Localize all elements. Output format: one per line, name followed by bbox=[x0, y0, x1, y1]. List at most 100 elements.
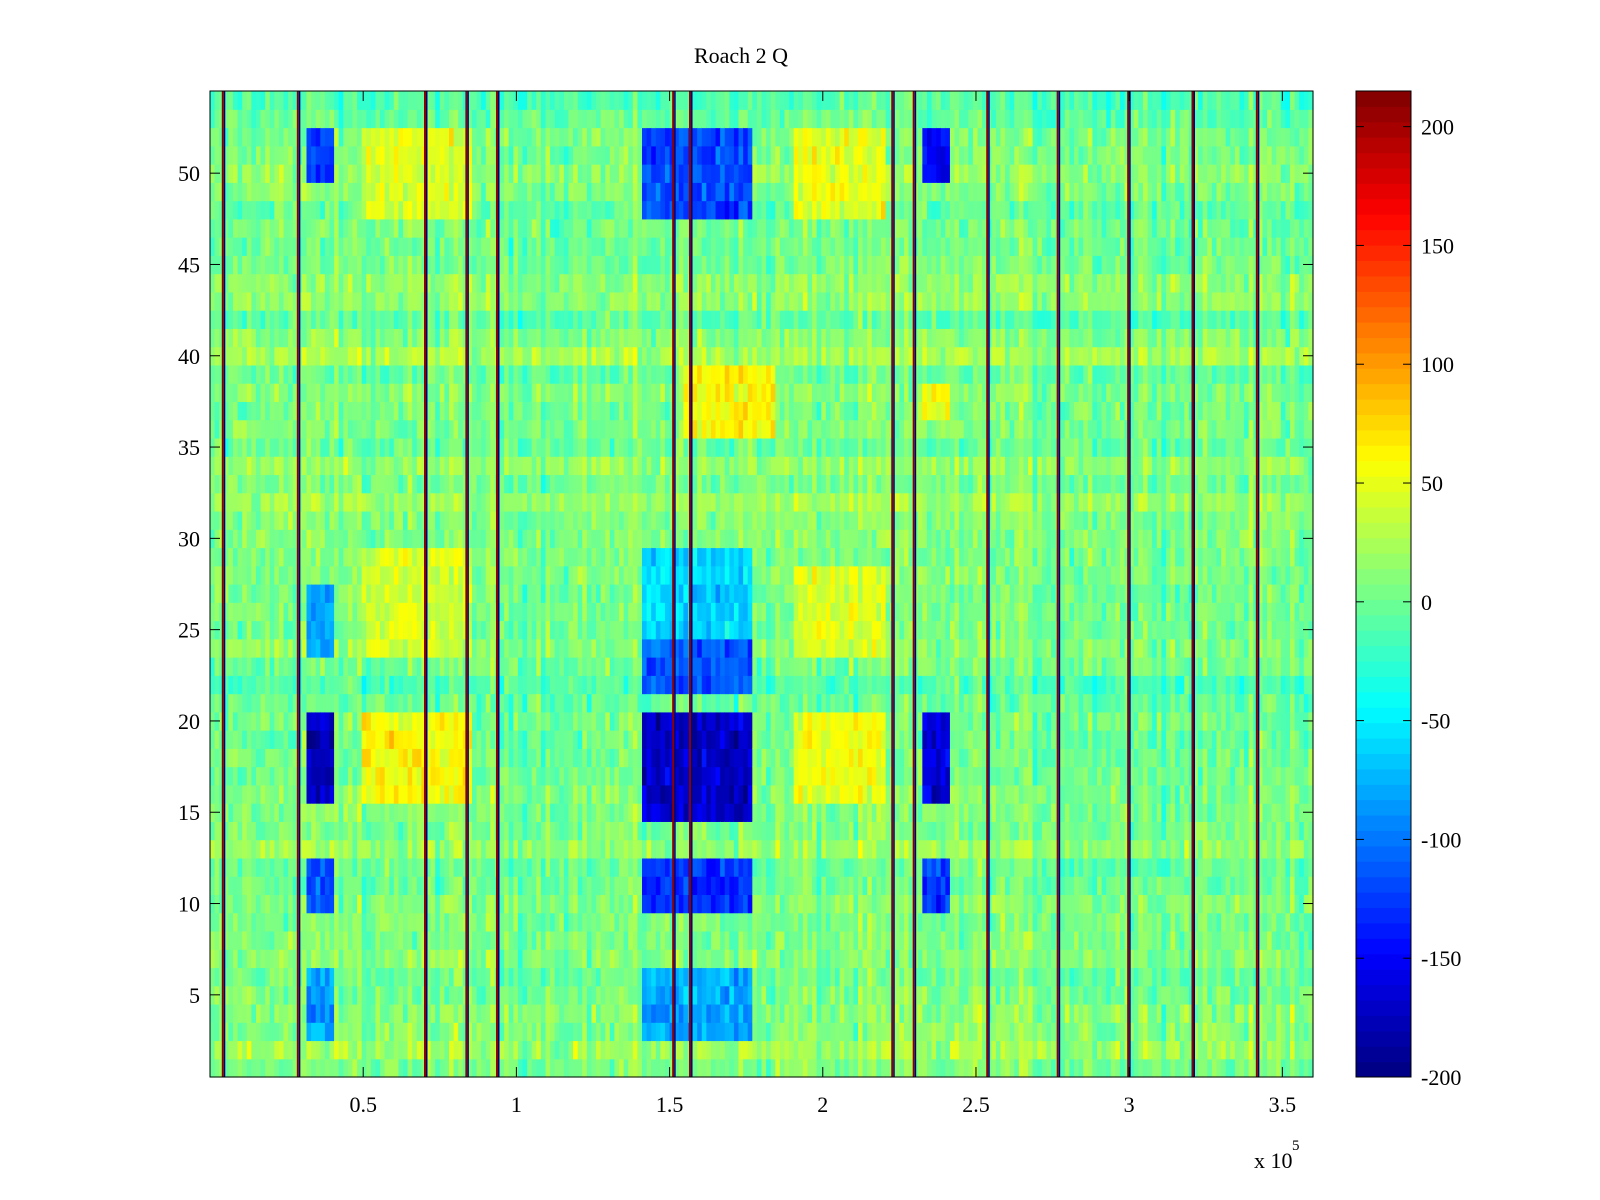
heatmap-cell bbox=[467, 273, 473, 293]
heatmap-cell bbox=[609, 1022, 616, 1042]
heatmap-cell bbox=[554, 383, 560, 403]
heatmap-cell bbox=[246, 930, 252, 950]
heatmap-cell bbox=[453, 255, 459, 275]
heatmap-cell bbox=[228, 401, 234, 421]
heatmap-cell bbox=[242, 675, 248, 695]
heatmap-cell bbox=[334, 1022, 340, 1042]
heatmap-cell bbox=[380, 474, 386, 494]
heatmap-cell bbox=[389, 730, 395, 749]
heatmap-cell bbox=[393, 419, 400, 439]
heatmap-cell bbox=[265, 328, 271, 348]
heatmap-cell bbox=[232, 218, 239, 238]
heatmap-cell bbox=[398, 547, 404, 567]
heatmap-cell bbox=[255, 876, 262, 896]
heatmap-cell bbox=[398, 1040, 404, 1060]
heatmap-cell bbox=[214, 748, 220, 768]
heatmap-cell bbox=[471, 894, 478, 914]
heatmap-cell bbox=[439, 346, 445, 366]
heatmap-cell bbox=[619, 109, 625, 129]
heatmap-cell bbox=[283, 894, 289, 914]
heatmap-cell bbox=[554, 894, 560, 914]
heatmap-cell bbox=[274, 602, 280, 622]
heatmap-cell bbox=[288, 1040, 294, 1060]
heatmap-cell bbox=[347, 730, 354, 749]
heatmap-cell bbox=[614, 602, 620, 622]
heatmap-cell bbox=[609, 529, 616, 549]
heatmap-cell bbox=[232, 602, 239, 622]
heatmap-cell bbox=[632, 894, 639, 914]
heatmap-cell bbox=[246, 1058, 252, 1078]
heatmap-cell bbox=[517, 255, 524, 275]
heatmap-cell bbox=[614, 565, 620, 585]
heatmap-cell bbox=[453, 200, 459, 220]
heatmap-cell bbox=[375, 164, 381, 183]
heatmap-cell bbox=[476, 766, 482, 786]
heatmap-cell bbox=[453, 1058, 459, 1078]
heatmap-cell bbox=[430, 784, 436, 804]
heatmap-cell bbox=[265, 547, 271, 567]
heatmap-cell bbox=[536, 91, 542, 110]
heatmap-cell bbox=[596, 237, 602, 256]
heatmap-cell bbox=[357, 1040, 363, 1060]
heatmap-cell bbox=[403, 967, 409, 987]
heatmap-cell bbox=[223, 784, 229, 804]
heatmap-cell bbox=[237, 182, 243, 202]
heatmap-cell bbox=[444, 437, 450, 457]
heatmap-cell bbox=[444, 584, 450, 603]
heatmap-cell bbox=[306, 876, 312, 896]
heatmap-cell bbox=[577, 930, 583, 950]
heatmap-cell bbox=[426, 237, 432, 256]
heatmap-cell bbox=[628, 1003, 634, 1023]
heatmap-cell bbox=[458, 894, 464, 914]
heatmap-cell bbox=[251, 364, 257, 384]
heatmap-cell bbox=[444, 565, 450, 585]
heatmap-cell bbox=[370, 328, 377, 348]
heatmap-cell bbox=[600, 949, 606, 969]
heatmap-cell bbox=[393, 164, 400, 183]
heatmap-cell bbox=[283, 748, 289, 768]
heatmap-cell bbox=[232, 145, 239, 165]
heatmap-cell bbox=[384, 693, 390, 713]
heatmap-cell bbox=[458, 839, 464, 859]
heatmap-cell bbox=[517, 584, 524, 603]
heatmap-cell bbox=[628, 474, 634, 494]
heatmap-cell bbox=[232, 1040, 239, 1060]
heatmap-cell bbox=[412, 474, 418, 494]
heatmap-cell bbox=[283, 182, 289, 202]
heatmap-cell bbox=[439, 620, 445, 640]
heatmap-cell bbox=[278, 328, 285, 348]
heatmap-cell bbox=[338, 675, 344, 695]
heatmap-cell bbox=[439, 182, 445, 202]
heatmap-cell bbox=[623, 127, 629, 147]
heatmap-cell bbox=[435, 510, 441, 530]
heatmap-cell bbox=[568, 766, 574, 786]
heatmap-cell bbox=[393, 584, 400, 603]
heatmap-cell bbox=[481, 91, 487, 110]
heatmap-cell bbox=[582, 857, 588, 877]
heatmap-cell bbox=[278, 91, 285, 110]
heatmap-cell bbox=[490, 437, 496, 457]
heatmap-cell bbox=[600, 839, 606, 859]
heatmap-cell bbox=[582, 145, 588, 165]
heatmap-cell bbox=[343, 510, 349, 530]
heatmap-cell bbox=[407, 127, 413, 147]
heatmap-cell bbox=[357, 803, 363, 822]
heatmap-cell bbox=[370, 748, 377, 768]
heatmap-cell bbox=[628, 127, 634, 147]
heatmap-cell bbox=[596, 876, 602, 896]
heatmap-cell bbox=[628, 182, 634, 202]
heatmap-cell bbox=[265, 419, 271, 439]
heatmap-cell bbox=[375, 967, 381, 987]
heatmap-cell bbox=[338, 730, 344, 749]
heatmap-cell bbox=[311, 437, 317, 457]
heatmap-cell bbox=[448, 1022, 455, 1042]
heatmap-cell bbox=[311, 803, 317, 822]
heatmap-cell bbox=[467, 1003, 473, 1023]
heatmap-cell bbox=[389, 91, 395, 110]
heatmap-cell bbox=[283, 949, 289, 969]
heatmap-cell bbox=[288, 200, 294, 220]
heatmap-cell bbox=[632, 730, 639, 749]
heatmap-cell bbox=[283, 492, 289, 512]
heatmap-cell bbox=[504, 109, 510, 129]
heatmap-cell bbox=[609, 876, 616, 896]
